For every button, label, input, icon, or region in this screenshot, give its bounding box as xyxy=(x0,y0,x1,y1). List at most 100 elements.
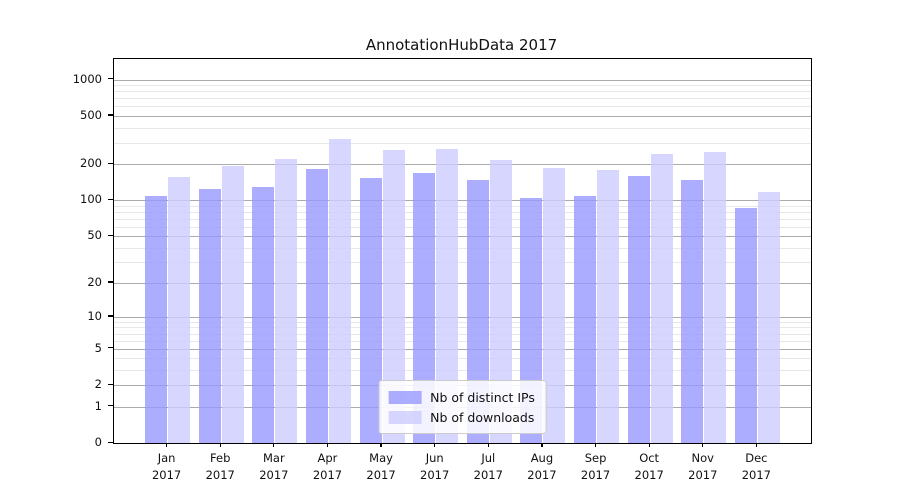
y-tick-label: 20 xyxy=(87,274,102,289)
gridline xyxy=(114,142,811,144)
gridline xyxy=(114,200,811,202)
gridline xyxy=(114,333,811,335)
x-tick-mark xyxy=(219,443,221,447)
y-tick-mark xyxy=(108,198,113,200)
y-tick-label: 2 xyxy=(94,377,102,392)
bar-jun-downloads xyxy=(436,148,459,443)
bar-dec-downloads xyxy=(757,192,780,443)
x-tick-label-apr: Apr 2017 xyxy=(312,451,343,482)
plot-area: Nb of distinct IPs Nb of downloads xyxy=(113,58,812,444)
bar-sep-downloads xyxy=(597,170,620,443)
y-tick-mark xyxy=(108,347,113,349)
bar-apr-ips xyxy=(305,168,328,443)
legend-item-distinct-ips: Nb of distinct IPs xyxy=(388,387,535,407)
gridline xyxy=(114,262,811,264)
x-tick-mark xyxy=(273,443,275,447)
bar-dec-ips xyxy=(734,208,757,443)
bar-may-downloads xyxy=(382,150,405,443)
legend-swatch-distinct-ips xyxy=(388,390,422,404)
x-tick-label-dec: Dec 2017 xyxy=(741,451,772,482)
gridline xyxy=(114,316,811,318)
bar-aug-downloads xyxy=(543,168,566,443)
gridline xyxy=(114,370,811,372)
gridline xyxy=(114,211,811,213)
legend-label: Nb of distinct IPs xyxy=(430,389,535,405)
bars-layer xyxy=(114,59,811,443)
gridline xyxy=(114,85,811,87)
x-tick-label-may: May 2017 xyxy=(366,451,396,482)
bar-feb-downloads xyxy=(221,165,244,443)
gridline xyxy=(114,327,811,329)
y-tick-mark xyxy=(108,281,113,283)
legend-swatch-downloads xyxy=(388,410,422,424)
y-tick-label: 5 xyxy=(94,340,102,355)
x-tick-label-mar: Mar 2017 xyxy=(259,451,289,482)
y-tick-mark xyxy=(108,405,113,407)
x-tick-label-jun: Jun 2017 xyxy=(420,451,450,482)
gridline xyxy=(114,98,811,100)
x-tick-label-jan: Jan 2017 xyxy=(151,451,182,482)
gridline xyxy=(114,79,811,81)
gridline xyxy=(114,348,811,350)
x-tick-mark xyxy=(326,443,329,447)
bar-jun-ips xyxy=(413,173,436,443)
x-tick-label-feb: Feb 2017 xyxy=(205,451,235,482)
x-tick-mark xyxy=(702,443,704,447)
y-tick-mark xyxy=(108,383,113,385)
gridline xyxy=(114,164,811,165)
gridline xyxy=(114,91,811,93)
gridline xyxy=(114,236,811,238)
y-tick-label: 10 xyxy=(87,308,102,323)
y-tick-label: 1000 xyxy=(72,71,102,86)
gridline xyxy=(114,106,811,108)
gridline xyxy=(114,205,811,207)
bar-jul-downloads xyxy=(489,160,512,443)
y-tick-label: 200 xyxy=(80,156,102,170)
y-tick-mark xyxy=(108,114,113,116)
x-tick-label-nov: Nov 2017 xyxy=(688,451,718,482)
legend: Nb of distinct IPs Nb of downloads xyxy=(378,380,547,434)
y-tick-label: 0 xyxy=(94,435,102,449)
y-tick-label: 50 xyxy=(87,228,102,243)
x-tick-mark xyxy=(380,443,382,447)
gridline xyxy=(114,127,811,129)
y-tick-mark xyxy=(108,162,113,164)
bar-feb-ips xyxy=(198,189,221,443)
y-tick-mark xyxy=(108,78,113,80)
chart-title: AnnotationHubData 2017 xyxy=(365,36,558,54)
legend-item-downloads: Nb of downloads xyxy=(388,407,535,427)
bar-jan-ips xyxy=(145,196,168,443)
gridline xyxy=(114,226,811,228)
x-tick-label-oct: Oct 2017 xyxy=(634,451,664,482)
bar-jan-downloads xyxy=(168,176,191,443)
x-tick-mark xyxy=(541,443,543,447)
bar-mar-ips xyxy=(252,186,275,443)
bar-oct-downloads xyxy=(650,153,673,443)
x-tick-mark xyxy=(648,443,650,447)
bar-nov-downloads xyxy=(704,152,727,443)
gridline xyxy=(114,115,811,117)
bar-nov-ips xyxy=(681,180,704,443)
x-tick-mark xyxy=(166,443,168,447)
x-tick-label-sep: Sep 2017 xyxy=(580,451,611,482)
y-tick-label: 1 xyxy=(94,398,102,413)
bar-mar-downloads xyxy=(275,159,298,443)
x-tick-mark xyxy=(755,443,757,447)
gridline xyxy=(114,247,811,249)
x-tick-label-aug: Aug 2017 xyxy=(527,451,557,482)
x-tick-mark xyxy=(594,443,597,447)
bar-jul-ips xyxy=(466,180,489,443)
bar-apr-downloads xyxy=(328,139,351,443)
x-tick-mark xyxy=(487,443,489,447)
y-tick-label: 100 xyxy=(80,192,102,207)
y-tick-mark xyxy=(108,234,113,236)
x-tick-label-jul: Jul 2017 xyxy=(473,451,503,482)
gridline xyxy=(114,218,811,220)
bar-may-ips xyxy=(359,178,382,443)
gridline xyxy=(114,358,811,360)
gridline xyxy=(114,321,811,323)
y-tick-label: 500 xyxy=(80,107,102,122)
legend-label: Nb of downloads xyxy=(430,409,535,425)
bar-oct-ips xyxy=(627,175,650,443)
